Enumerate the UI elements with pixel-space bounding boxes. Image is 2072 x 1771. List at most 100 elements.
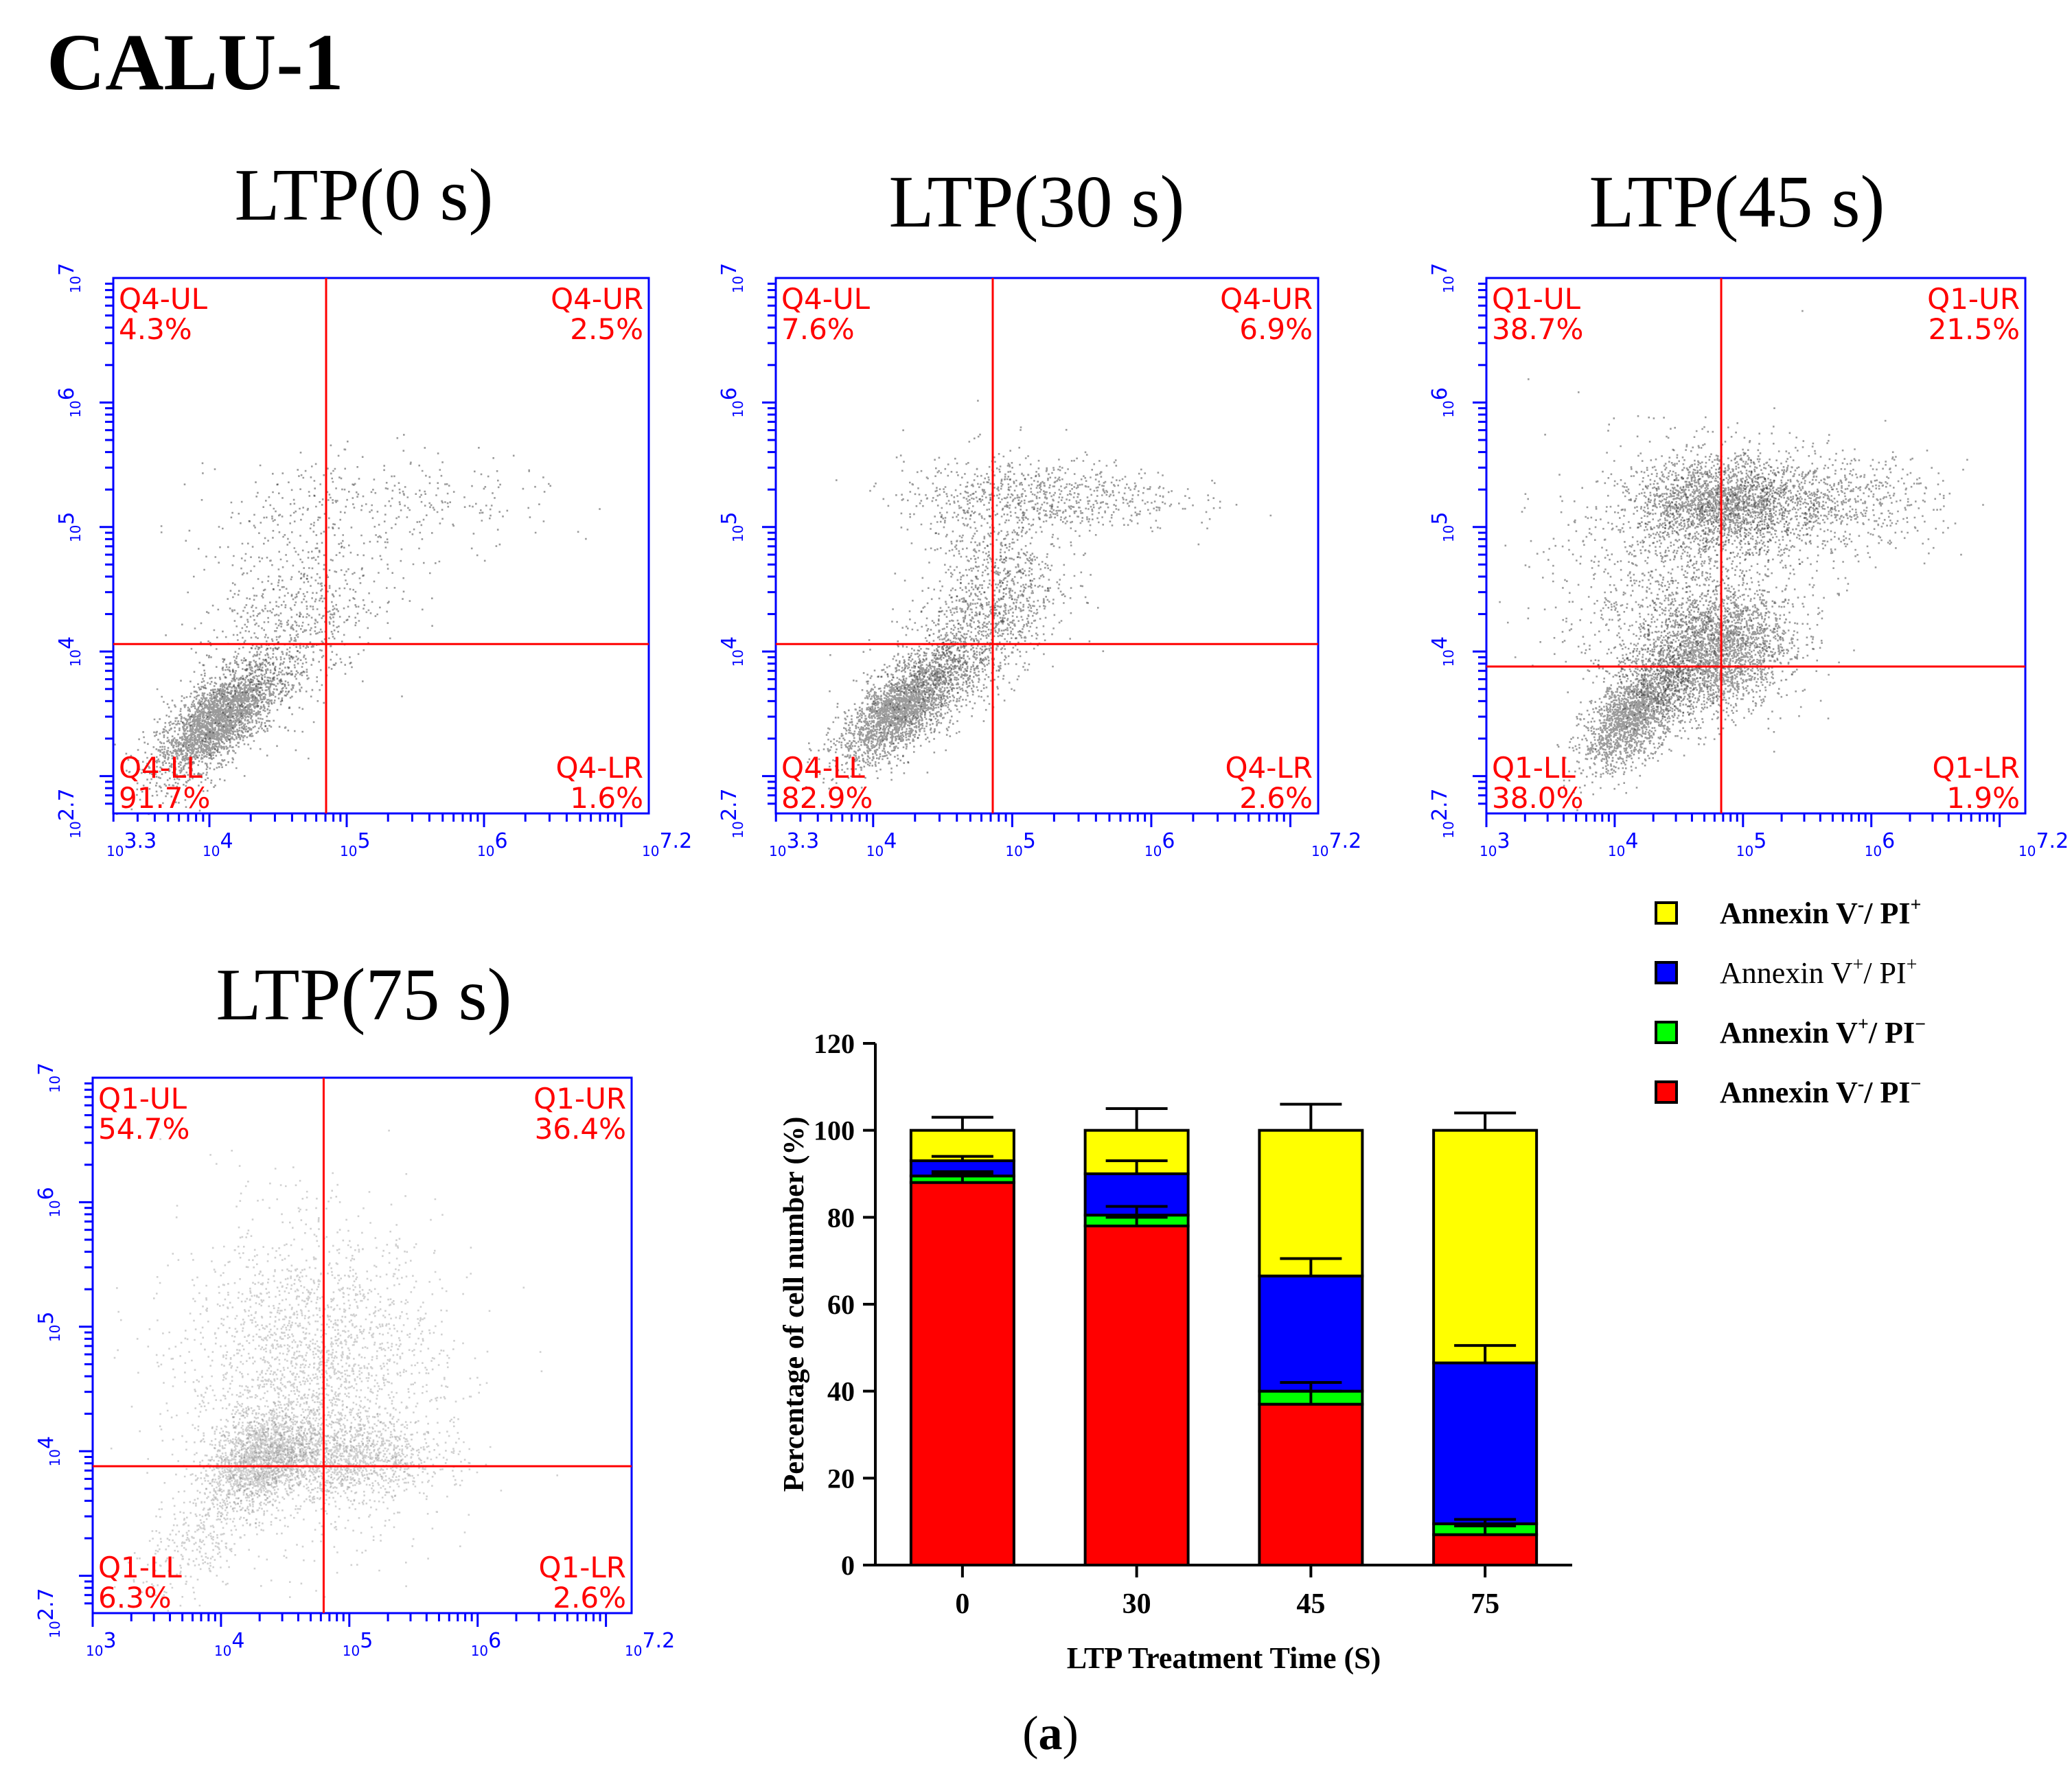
y-tick-exponent: 4: [34, 1436, 58, 1449]
x-tick-base: 10: [343, 1643, 360, 1659]
flow-panel-title: LTP(45 s): [1589, 161, 1885, 243]
y-tick-label: 106: [55, 387, 84, 418]
x-tick-label: 107.2: [642, 829, 692, 859]
x-tick-base: 10: [769, 843, 786, 859]
bar-y-tick-label: 100: [814, 1115, 855, 1146]
bar-segment-3: [1432, 1128, 1539, 1365]
x-tick-base: 10: [1311, 843, 1328, 859]
quadrant-percent: 38.0%: [1492, 781, 1583, 815]
y-tick-label: 102.7: [717, 788, 746, 838]
quadrant-percent: 21.5%: [1929, 312, 2020, 346]
y-tick-label: 104: [1428, 636, 1457, 667]
scatter-dot-cluster: [110, 1129, 543, 1598]
x-tick-label: 106: [477, 829, 508, 859]
scatter-dot-cluster: [1580, 509, 1840, 752]
flow-panel-title: LTP(0 s): [234, 154, 493, 236]
quadrant-percent: 4.3%: [119, 312, 192, 346]
y-axis-ticks: [79, 1082, 93, 1605]
x-axis-ticks: [112, 813, 623, 827]
quadrant-percent: 1.6%: [570, 781, 643, 815]
y-tick-base: 10: [47, 1076, 63, 1093]
legend-item-2: Annexin V+/ PI−: [1655, 1014, 1926, 1050]
svg-text:(a): (a): [1022, 1707, 1079, 1760]
legend-sup2: −: [1915, 1014, 1926, 1035]
y-tick-base: 10: [1440, 649, 1457, 667]
figure-caption: (a): [1022, 1707, 1079, 1760]
bar-y-tick-label: 20: [827, 1463, 855, 1494]
legend-name: Annexin V: [1720, 896, 1858, 930]
x-tick-base: 10: [1005, 843, 1022, 859]
legend-sup1: +: [1858, 1014, 1869, 1035]
caption-open-paren: (: [1022, 1707, 1038, 1760]
y-tick-exponent: 5: [717, 512, 741, 525]
x-tick-label: 105: [1736, 829, 1767, 859]
y-tick-base: 10: [730, 400, 746, 417]
bar-stack-30: 30: [1083, 1107, 1190, 1620]
x-tick-base: 10: [1865, 843, 1882, 859]
x-tick-base: 10: [1480, 843, 1497, 859]
bar-segment-0: [909, 1181, 1015, 1566]
y-tick-exponent: 5: [1428, 512, 1452, 525]
legend-mid: / PI: [1863, 896, 1910, 930]
y-tick-base: 10: [67, 649, 84, 667]
y-tick-exponent: 5: [55, 512, 79, 525]
bar-segment-0: [1432, 1533, 1539, 1567]
y-tick-base: 10: [1440, 400, 1457, 417]
y-tick-base: 10: [47, 1200, 63, 1217]
quadrant-label-q4-ur: Q4-UR6.9%: [1220, 282, 1313, 346]
y-tick-base: 10: [47, 1325, 63, 1342]
y-tick-label: 105: [34, 1312, 63, 1343]
quadrant-name: Q1-UR: [533, 1082, 626, 1115]
x-tick-base: 10: [642, 843, 659, 859]
y-axis-ticks: [1473, 282, 1486, 805]
bar-segment-0: [1083, 1225, 1190, 1566]
y-tick-label: 106: [717, 387, 746, 418]
x-tick-label: 103: [1480, 829, 1510, 859]
legend-label: Annexin V-/ PI−: [1720, 1074, 1921, 1109]
bar-y-axis-label: Percentage of cell number (%): [779, 1117, 810, 1492]
x-tick-label: 106: [1144, 829, 1175, 859]
quadrant-name: Q1-LL: [1492, 751, 1576, 785]
quadrant-name: Q1-UL: [1492, 282, 1581, 316]
y-tick-exponent: 6: [55, 387, 79, 400]
quadrant-label-q4-ul: Q4-UL4.3%: [119, 282, 208, 346]
y-tick-label: 105: [717, 512, 746, 543]
y-tick-exponent: 2.7: [1428, 788, 1452, 821]
y-tick-base: 10: [1440, 821, 1457, 838]
y-tick-base: 10: [730, 821, 746, 838]
y-tick-base: 10: [47, 1449, 63, 1466]
x-tick-exponent: 4: [884, 829, 897, 853]
x-tick-label: 104: [214, 1629, 245, 1659]
x-tick-exponent: 6: [1882, 829, 1895, 853]
quadrant-percent: 36.4%: [535, 1112, 626, 1146]
quadrant-label-q1-lr: Q1-LR2.6%: [538, 1551, 626, 1614]
x-tick-base: 10: [340, 843, 357, 859]
bar-x-tick-label: 30: [1123, 1588, 1151, 1620]
y-tick-exponent: 4: [55, 636, 79, 649]
y-tick-label: 102.7: [34, 1588, 63, 1638]
y-tick-base: 10: [67, 276, 84, 293]
scatter-dot-cluster: [829, 502, 1099, 780]
quadrant-name: Q4-LR: [555, 751, 643, 785]
x-axis-ticks: [91, 1613, 608, 1627]
quadrant-name: Q1-LR: [1932, 751, 2020, 785]
x-tick-exponent: 3: [103, 1629, 116, 1653]
quadrant-name: Q1-LR: [538, 1551, 626, 1584]
scatter-dot-cluster: [160, 434, 601, 574]
legend-name: Annexin V: [1720, 1076, 1858, 1109]
y-tick-exponent: 4: [1428, 636, 1452, 649]
y-tick-exponent: 4: [717, 636, 741, 649]
quadrant-label-q1-lr: Q1-LR1.9%: [1932, 751, 2020, 815]
bar-stack-45: 45: [1258, 1102, 1364, 1620]
quadrant-label-q4-ur: Q4-UR2.5%: [551, 282, 643, 346]
x-tick-label: 105: [340, 829, 371, 859]
x-tick-exponent: 4: [1625, 829, 1638, 853]
legend-label: Annexin V-/ PI+: [1720, 894, 1921, 930]
